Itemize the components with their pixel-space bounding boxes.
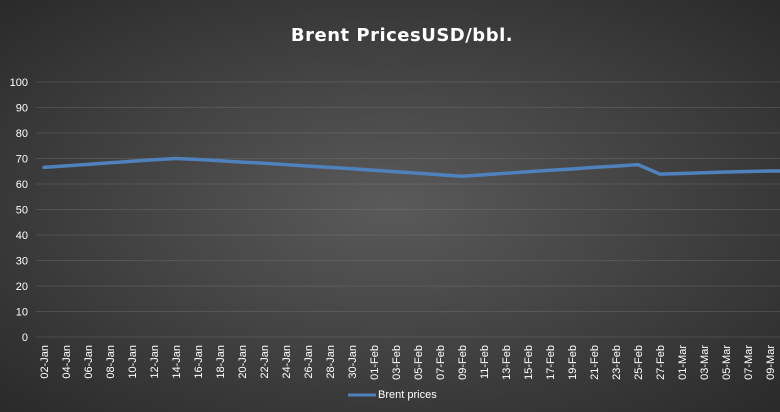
x-tick-label: 12-Jan	[149, 345, 161, 379]
data-point	[680, 172, 684, 176]
x-tick-label: 01-Feb	[369, 345, 381, 380]
y-tick-label: 20	[16, 281, 28, 293]
y-tick-label: 50	[16, 205, 28, 217]
x-tick-label: 03-Feb	[391, 345, 403, 380]
y-tick-label: 80	[16, 128, 28, 140]
chart-title: Brent PricesUSD/bbl.	[291, 25, 513, 46]
x-tick-label: 08-Jan	[105, 345, 117, 379]
data-point	[196, 158, 200, 162]
data-point	[702, 171, 706, 175]
data-point	[350, 167, 354, 171]
data-point	[570, 167, 574, 171]
series-layer	[42, 156, 780, 179]
y-tick-label: 90	[16, 103, 28, 115]
x-tick-label: 09-Mar	[765, 345, 777, 380]
data-point	[42, 165, 46, 169]
x-tick-label: 28-Jan	[325, 345, 337, 379]
x-tick-label: 27-Feb	[655, 345, 667, 380]
x-tick-label: 01-Mar	[677, 345, 689, 380]
data-point	[240, 160, 244, 164]
y-tick-label: 100	[10, 77, 28, 89]
data-point	[64, 164, 68, 168]
x-tick-label: 03-Mar	[699, 345, 711, 380]
data-point	[416, 171, 420, 175]
x-tick-label: 06-Jan	[83, 345, 95, 379]
data-point	[724, 170, 728, 174]
x-tick-label: 02-Jan	[39, 345, 51, 379]
x-tick-label: 30-Jan	[347, 345, 359, 379]
y-tick-label: 0	[22, 332, 28, 344]
data-point	[328, 165, 332, 169]
x-tick-label: 21-Feb	[589, 345, 601, 380]
y-tick-label: 70	[16, 154, 28, 166]
x-tick-label: 10-Jan	[127, 345, 139, 379]
x-tick-label: 18-Jan	[215, 345, 227, 379]
x-tick-label: 11-Feb	[479, 345, 491, 379]
x-tick-label: 14-Jan	[171, 345, 183, 379]
x-tick-label: 16-Jan	[193, 345, 205, 379]
x-tick-label: 07-Feb	[435, 345, 447, 380]
data-point	[504, 171, 508, 175]
x-tick-label: 26-Jan	[303, 345, 315, 379]
legend: Brent prices	[348, 389, 437, 401]
data-point	[306, 164, 310, 168]
y-tick-label: 40	[16, 230, 28, 242]
series-line-brent-prices	[42, 156, 780, 179]
data-point	[284, 163, 288, 167]
data-point	[174, 157, 178, 161]
data-point	[548, 168, 552, 172]
x-tick-label: 13-Feb	[501, 345, 513, 380]
data-point	[614, 164, 618, 168]
y-tick-label: 10	[16, 307, 28, 319]
data-point	[768, 169, 772, 173]
data-point	[636, 163, 640, 167]
data-point	[658, 172, 662, 176]
y-axis: 0 10 20 30 40 50 60 70 80 90 100	[10, 77, 28, 344]
x-tick-label: 04-Jan	[61, 345, 73, 379]
data-point	[526, 170, 530, 174]
x-tick-label: 15-Feb	[523, 345, 535, 380]
x-tick-label: 17-Feb	[545, 345, 557, 380]
x-tick-label: 07-Mar	[743, 345, 755, 380]
data-point	[592, 165, 596, 169]
data-point	[394, 170, 398, 174]
data-point	[108, 161, 112, 165]
data-point	[372, 168, 376, 172]
data-point	[438, 173, 442, 177]
x-axis: 02-Jan 04-Jan 06-Jan 08-Jan 10-Jan 12-Jan 14-J…	[39, 345, 777, 380]
x-tick-label: 09-Feb	[457, 345, 469, 380]
x-tick-label: 20-Jan	[237, 345, 249, 379]
x-tick-label: 19-Feb	[567, 345, 579, 380]
x-tick-label: 24-Jan	[281, 345, 293, 379]
x-tick-label: 05-Feb	[413, 345, 425, 380]
y-tick-label: 60	[16, 179, 28, 191]
legend-label-brent-prices: Brent prices	[378, 389, 437, 401]
data-point	[152, 158, 156, 162]
data-point	[86, 162, 90, 166]
data-point	[746, 170, 750, 174]
data-point	[482, 173, 486, 177]
data-point	[460, 174, 464, 178]
x-tick-label: 22-Jan	[259, 345, 271, 379]
data-point	[130, 159, 134, 163]
y-tick-label: 30	[16, 256, 28, 268]
data-point	[218, 159, 222, 163]
x-tick-label: 23-Feb	[611, 345, 623, 380]
x-tick-label: 05-Mar	[721, 345, 733, 380]
x-tick-label: 25-Feb	[633, 345, 645, 380]
data-point	[262, 161, 266, 165]
